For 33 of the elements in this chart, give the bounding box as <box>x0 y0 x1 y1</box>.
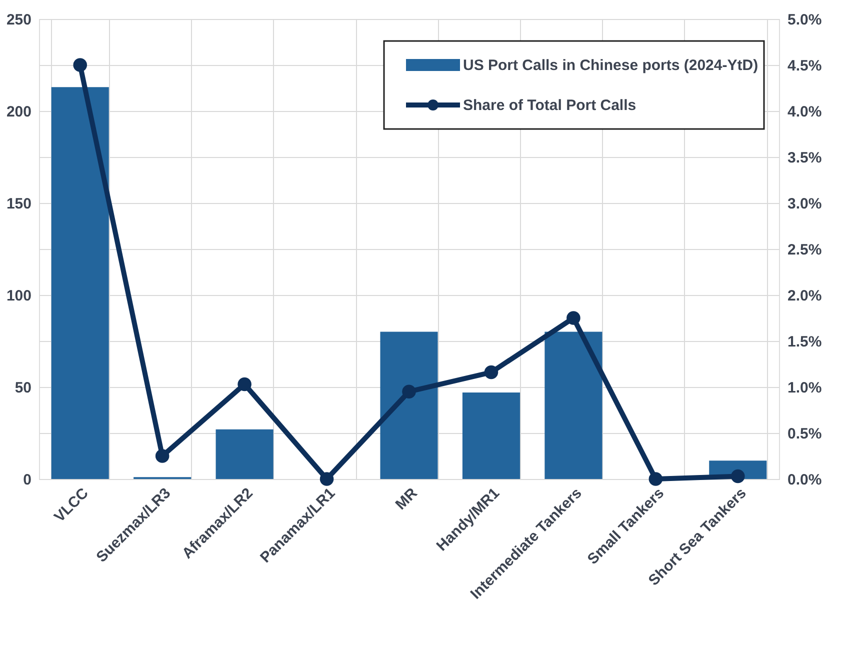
legend-label: Share of Total Port Calls <box>463 97 636 114</box>
y2-tick-label: 1.5% <box>788 334 822 350</box>
bar <box>51 87 109 479</box>
y2-tick-label: 4.5% <box>788 58 822 74</box>
y-tick-label: 100 <box>6 288 32 304</box>
y2-tick-label: 3.5% <box>788 150 822 166</box>
y-tick-label: 200 <box>6 104 32 120</box>
y-tick-label: 50 <box>14 380 32 396</box>
x-tick-label: MR <box>392 484 421 514</box>
y2-tick-label: 2.0% <box>788 288 822 304</box>
point <box>484 365 498 380</box>
bar <box>380 332 438 479</box>
point <box>402 384 416 398</box>
y2-tick-label: 4.0% <box>788 104 822 120</box>
y2-tick-label: 2.5% <box>788 242 822 258</box>
y2-tick-label: 5.0% <box>788 12 822 28</box>
y2-tick-label: 3.0% <box>788 196 822 212</box>
point <box>73 58 88 72</box>
y2-tick-label: 1.0% <box>788 380 822 396</box>
legend-label: US Port Calls in Chinese ports (2024-YtD) <box>463 57 758 74</box>
y-tick-label: 250 <box>6 12 32 28</box>
y2-tick-label: 0.0% <box>788 472 822 488</box>
point <box>566 311 580 325</box>
y2-tick-label: 0.5% <box>788 426 822 442</box>
y-tick-label: 150 <box>6 196 32 212</box>
point <box>320 472 334 486</box>
y-tick-label: 0 <box>23 472 32 488</box>
point <box>238 377 252 392</box>
bar <box>462 392 520 479</box>
bar <box>216 429 274 479</box>
point <box>648 472 663 486</box>
point <box>155 449 170 463</box>
bar <box>544 332 602 479</box>
